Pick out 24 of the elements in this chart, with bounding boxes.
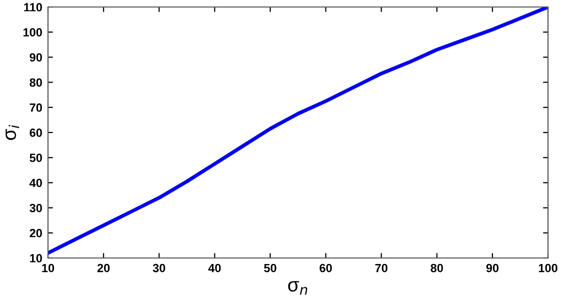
x-tick-label: 100 xyxy=(538,264,558,272)
y-tick-label: 60 xyxy=(30,128,42,137)
x-tick-label: 20 xyxy=(97,264,110,272)
y-tick-label: 100 xyxy=(23,28,42,36)
y-tick-label: 50 xyxy=(30,154,42,162)
y-axis-title: σ$_{i}$ xyxy=(6,124,20,140)
x-tick-label: 50 xyxy=(264,264,276,272)
x-tick-label: 90 xyxy=(486,264,499,272)
line-series xyxy=(48,7,548,255)
x-tick-label: 80 xyxy=(430,264,443,272)
y-tick-label: 30 xyxy=(30,204,42,212)
x-tick-label: 30 xyxy=(152,264,166,272)
y-tick-label: 110 xyxy=(24,3,42,12)
y-tick-label: 80 xyxy=(30,78,42,87)
y-tick-label: 10 xyxy=(30,254,42,262)
y-tick-label: 40 xyxy=(29,178,42,188)
x-axis-title: σ$_{n}$ xyxy=(288,281,308,295)
x-tick-label: 40 xyxy=(208,264,221,272)
x-tick-label: 60 xyxy=(320,264,332,272)
x-tick-label: 70 xyxy=(375,264,388,272)
y-tick-label: 70 xyxy=(30,103,42,112)
y-tick-label: 90 xyxy=(30,53,42,62)
y-tick-label: 20 xyxy=(30,228,42,238)
x-tick-label: 10 xyxy=(42,264,54,272)
